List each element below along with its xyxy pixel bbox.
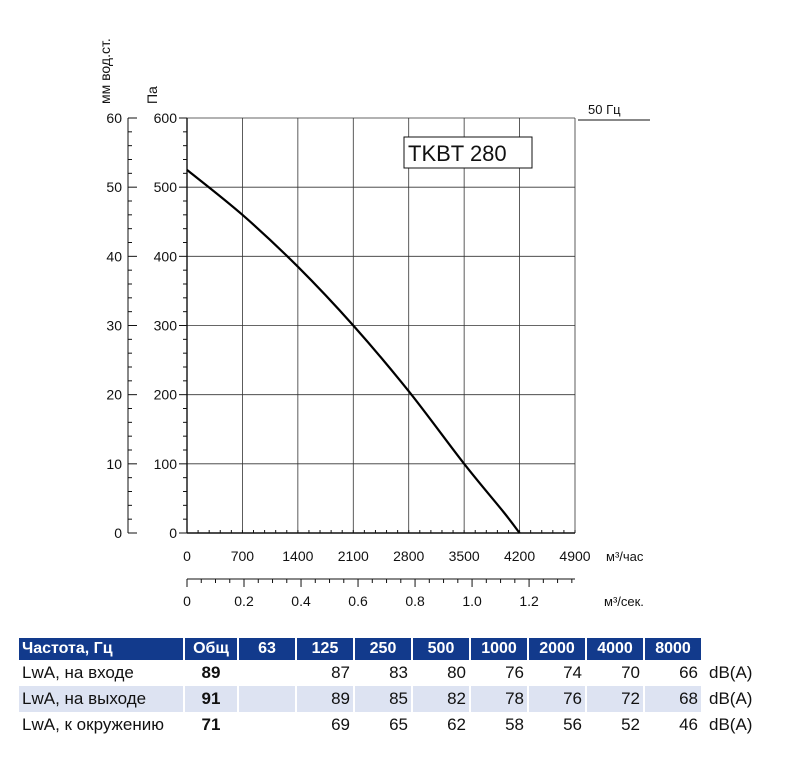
x2-tick-label: 1.0: [462, 593, 482, 609]
y-right-tick-label: 0: [169, 525, 177, 541]
x2-tick-label: 1.2: [519, 593, 539, 609]
table-cell: 56: [563, 715, 582, 734]
y-right-tick-label: 600: [154, 110, 178, 126]
column-header-frequency: Частота, Гц: [19, 638, 183, 660]
x2-tick-label: 0: [183, 593, 191, 609]
table-cell: 62: [447, 715, 466, 734]
column-header: 8000: [645, 638, 701, 660]
table-cell: 83: [389, 663, 408, 682]
table-cell: 46: [679, 715, 698, 734]
y-right-tick-label: 300: [154, 318, 178, 334]
noise-level-table: Частота, Гц Общ 63 125 250 500 1000 2000…: [17, 638, 761, 738]
table-cell: 70: [621, 663, 640, 682]
fan-curve-line: [186, 169, 521, 534]
x-tick-label: 2800: [393, 548, 424, 564]
chart-grid: [186, 117, 576, 534]
x-tick-label: 2100: [338, 548, 369, 564]
table-cell: [239, 712, 295, 738]
x-tick-label: 0: [183, 548, 191, 564]
row-total: 91: [185, 686, 237, 712]
table-cell: 78: [471, 686, 527, 712]
row-total: 89: [201, 663, 221, 682]
row-label: LwA, на входе: [22, 663, 134, 682]
column-header-total: Общ: [185, 638, 237, 660]
chart-title-box: [403, 136, 533, 169]
table-cell: 58: [505, 715, 524, 734]
table-cell: 66: [679, 663, 698, 682]
x2-tick-label: 0.2: [234, 593, 254, 609]
y-left-axis-label: мм вод.ст.: [97, 38, 113, 104]
x-tick-label: 3500: [449, 548, 480, 564]
table-cell: [239, 660, 295, 686]
y-right-tick-label: 500: [154, 179, 178, 195]
y-left-tick-label: 40: [106, 248, 122, 264]
y-left-tick-label: 30: [106, 318, 122, 334]
chart-title: TKBT 280: [408, 141, 507, 166]
column-header: 63: [239, 638, 295, 660]
table-cell: 82: [413, 686, 469, 712]
x2-tick-label: 0.8: [405, 593, 425, 609]
row-unit: dB(A): [709, 663, 753, 682]
column-header: 250: [355, 638, 411, 660]
chart-axes: [127, 117, 576, 587]
table-header-row: Частота, Гц Общ 63 125 250 500 1000 2000…: [19, 638, 759, 660]
table-cell: 85: [355, 686, 411, 712]
x-tick-label: 700: [231, 548, 255, 564]
column-header: 2000: [529, 638, 585, 660]
x-tick-label: 4200: [504, 548, 535, 564]
row-total: 71: [201, 715, 221, 734]
table-cell: 76: [529, 686, 585, 712]
table-cell: 87: [331, 663, 350, 682]
y-left-tick-label: 0: [114, 525, 122, 541]
table-cell: 65: [389, 715, 408, 734]
row-label: LwA, на выходе: [19, 686, 183, 712]
row-label: LwA, к окружению: [22, 715, 164, 734]
x2-tick-label: 0.6: [348, 593, 368, 609]
table-row: LwA, на выходе 91 89 85 82 78 76 72 68 d…: [19, 686, 759, 712]
table-cell: 80: [447, 663, 466, 682]
table-row: LwA, к окружению 71 69 65 62 58 56 52 46…: [19, 712, 759, 738]
y-right-tick-label: 200: [154, 387, 178, 403]
y-right-tick-label: 100: [154, 456, 178, 472]
table-row: LwA, на входе 89 87 83 80 76 74 70 66 dB…: [19, 660, 759, 686]
y-left-tick-label: 50: [106, 179, 122, 195]
x-tick-label: 1400: [282, 548, 313, 564]
row-unit: dB(A): [709, 689, 753, 708]
y-left-tick-label: 20: [106, 387, 122, 403]
table-cell: 68: [645, 686, 701, 712]
x2-axis-unit: м³/сек.: [604, 594, 644, 609]
column-header: 500: [413, 638, 469, 660]
column-header: 1000: [471, 638, 527, 660]
y-left-tick-label: 60: [106, 110, 122, 126]
x-tick-label: 4900: [559, 548, 590, 564]
column-header: 125: [297, 638, 353, 660]
x2-tick-label: 0.4: [291, 593, 311, 609]
table-cell: 74: [563, 663, 582, 682]
y-right-axis-label: Па: [144, 86, 160, 104]
column-header: 4000: [587, 638, 643, 660]
table-cell: 52: [621, 715, 640, 734]
frequency-label: 50 Гц: [588, 102, 621, 117]
row-unit: dB(A): [709, 715, 753, 734]
column-header-unit: [703, 638, 759, 660]
table-cell: 69: [331, 715, 350, 734]
y-left-tick-label: 10: [106, 456, 122, 472]
table-cell: 76: [505, 663, 524, 682]
table-cell: 89: [297, 686, 353, 712]
table-cell: [239, 686, 295, 712]
x-axis-unit: м³/час: [606, 549, 644, 564]
y-right-tick-label: 400: [154, 248, 178, 264]
table-cell: 72: [587, 686, 643, 712]
chart-series: [186, 169, 521, 534]
